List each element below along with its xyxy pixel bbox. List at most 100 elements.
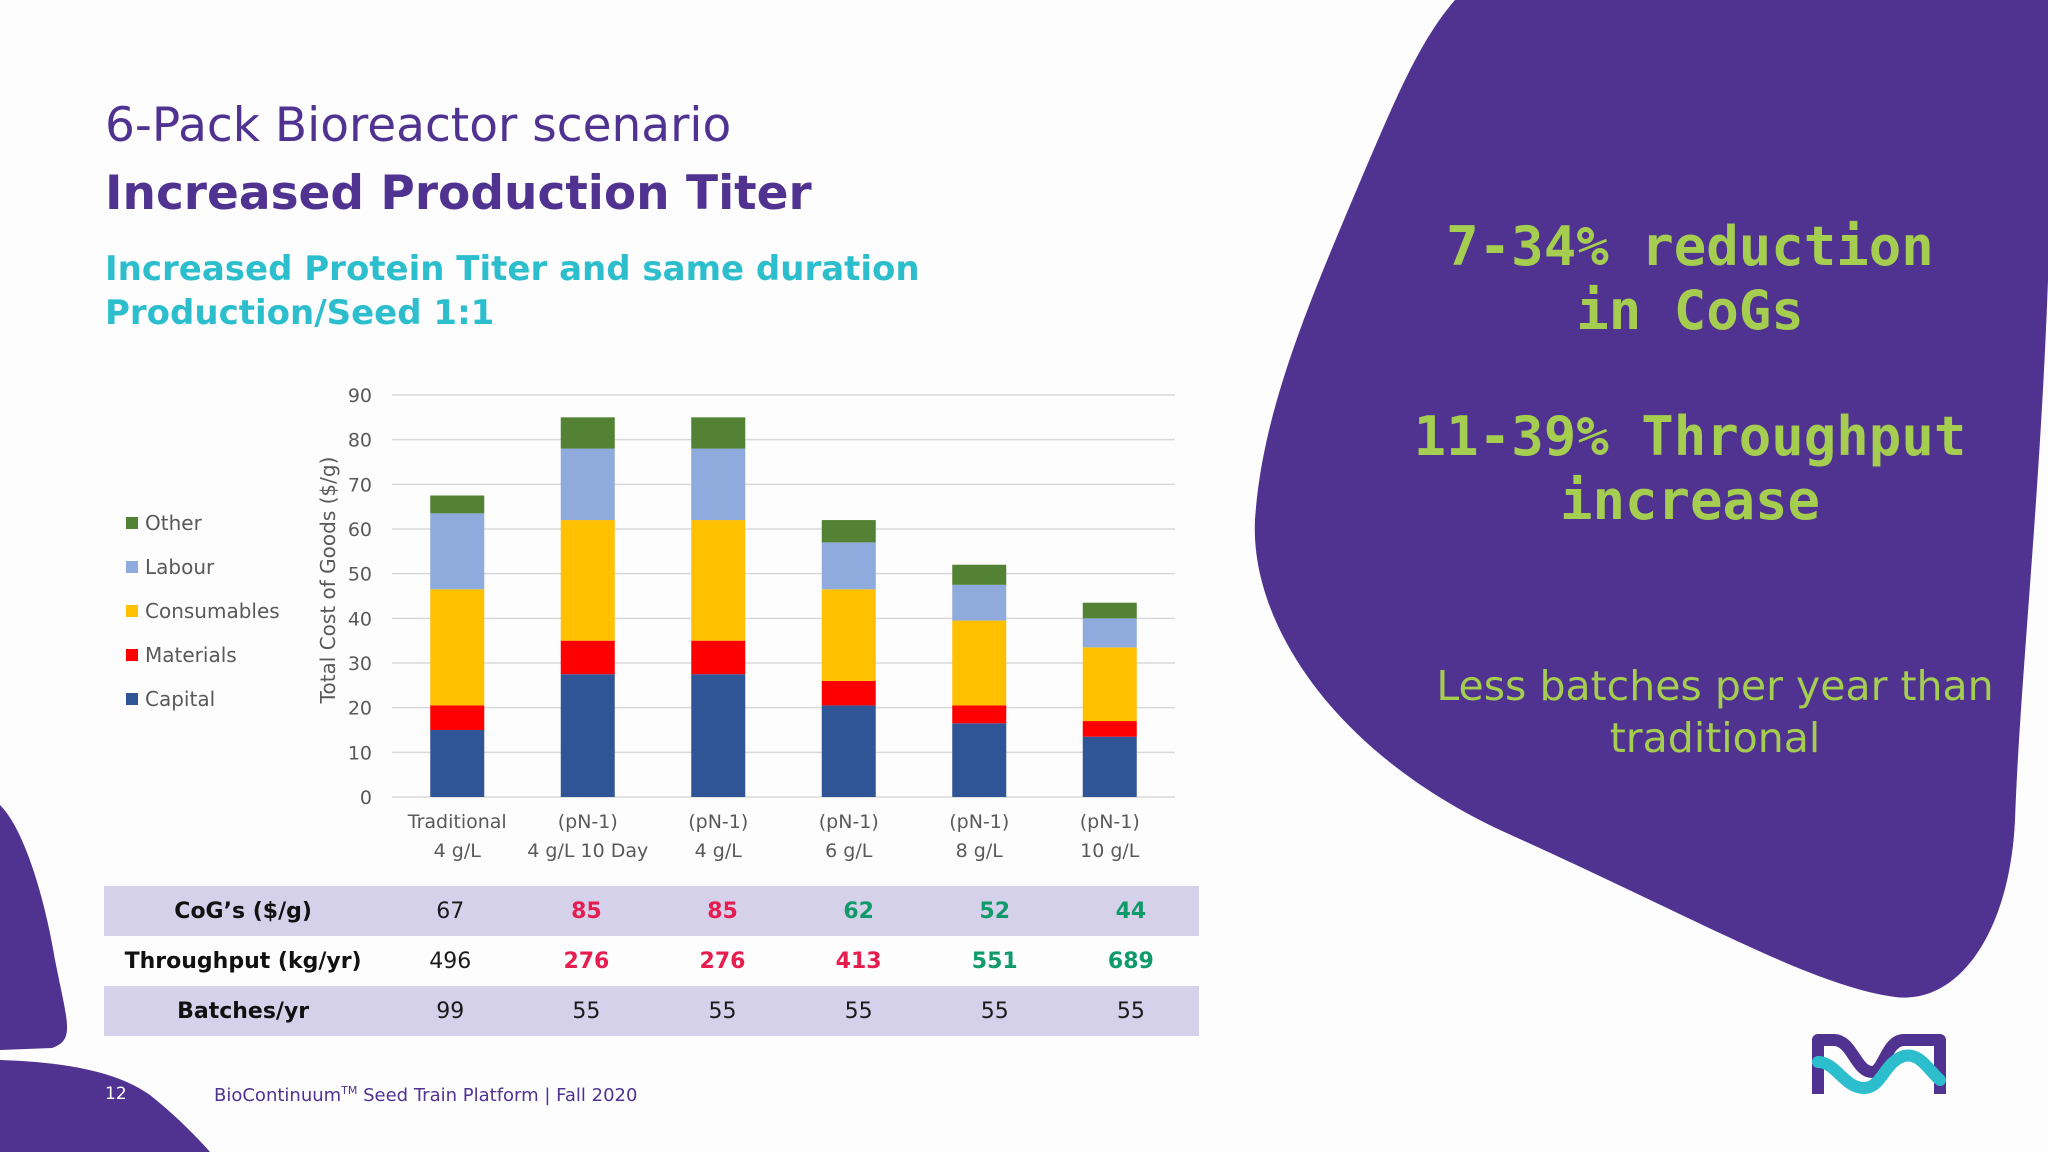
bar-segment-materials xyxy=(1082,721,1137,737)
bar-segment-materials xyxy=(821,680,876,706)
table-row-cogs: CoG’s ($/g) 67 85 85 62 52 44 xyxy=(104,886,1199,936)
y-tick-label: 50 xyxy=(348,564,372,586)
bar-segment-labour xyxy=(560,448,615,521)
results-table: CoG’s ($/g) 67 85 85 62 52 44 Throughput… xyxy=(104,886,1199,1036)
callout-line: Less batches per year than xyxy=(1436,662,1994,710)
legend-label: Materials xyxy=(145,643,237,667)
x-tick-label: Traditional xyxy=(407,811,507,833)
bar-segment-capital xyxy=(821,705,876,797)
table-cell: 55 xyxy=(1062,986,1199,1036)
bar-segment-other xyxy=(560,417,615,449)
bar-segment-capital xyxy=(430,730,485,797)
subtitle-line-2: Production/Seed 1:1 xyxy=(105,293,495,333)
y-tick-label: 90 xyxy=(348,385,372,407)
table-cell: 689 xyxy=(1107,948,1154,974)
bar-segment-capital xyxy=(691,674,746,797)
table-cell: 276 xyxy=(563,948,610,974)
y-tick-label: 0 xyxy=(360,787,372,809)
callout-line: in CoGs xyxy=(1576,279,1804,342)
bar-segment-capital xyxy=(560,674,615,797)
table-cell: 99 xyxy=(382,986,519,1036)
y-axis-label: Total Cost of Goods ($/g) xyxy=(316,457,340,705)
legend-label: Consumables xyxy=(145,599,280,623)
bar-segment-consumables xyxy=(821,589,876,681)
x-tick-label: 10 g/L xyxy=(1080,840,1140,862)
table-cell: 413 xyxy=(835,948,882,974)
table-row-throughput: Throughput (kg/yr) 496 276 276 413 551 6… xyxy=(104,936,1199,986)
table-cell: 52 xyxy=(926,886,1063,936)
bar-segment-other xyxy=(1082,602,1137,619)
y-tick-label: 20 xyxy=(348,698,372,720)
x-tick-label: 8 g/L xyxy=(956,840,1004,862)
throughput-callout: 11-39% Throughput increase xyxy=(1370,405,2010,533)
row-label: CoG’s ($/g) xyxy=(104,886,383,936)
page-number: 12 xyxy=(105,1084,127,1104)
legend-swatch xyxy=(126,605,138,617)
y-tick-label: 70 xyxy=(348,474,372,496)
table-cell: 496 xyxy=(429,948,472,974)
bar-segment-capital xyxy=(952,723,1007,797)
stacked-bar-chart: Other Labour Consumables Materials Capital 0… xyxy=(126,385,1175,862)
table-cell: 67 xyxy=(382,886,519,936)
x-tick-label: 4 g/L 10 Day xyxy=(527,840,648,862)
bar-segment-labour xyxy=(952,584,1007,621)
x-tick-label: 4 g/L xyxy=(695,840,743,862)
table-cell: 62 xyxy=(790,886,927,936)
row-label: Throughput (kg/yr) xyxy=(124,948,362,974)
callout-line: increase xyxy=(1559,469,1821,532)
company-logo-icon xyxy=(1812,1034,1946,1095)
legend-label: Labour xyxy=(145,555,215,579)
slide-title: 6-Pack Bioreactor scenario xyxy=(105,98,732,153)
y-tick-label: 80 xyxy=(348,430,372,452)
purple-blob-left xyxy=(0,805,68,1050)
x-tick-label: 4 g/L xyxy=(434,840,482,862)
bar-segment-labour xyxy=(430,513,485,590)
bar-segment-materials xyxy=(691,640,746,675)
y-axis: 0 10 20 30 40 50 60 70 80 90 xyxy=(348,385,372,809)
bar-segment-capital xyxy=(1082,736,1137,797)
chart-gridlines xyxy=(392,394,1175,798)
table-cell: 85 xyxy=(518,886,655,936)
bar-segment-other xyxy=(952,564,1007,585)
y-tick-label: 30 xyxy=(348,653,372,675)
chart-legend: Other Labour Consumables Materials Capital xyxy=(126,511,280,711)
row-label: Batches/yr xyxy=(104,986,383,1036)
bar-segment-other xyxy=(691,417,746,449)
table-cell: 276 xyxy=(699,948,746,974)
y-tick-label: 60 xyxy=(348,519,372,541)
bar-segment-labour xyxy=(1082,618,1137,648)
x-tick-label: (pN-1) xyxy=(688,811,748,833)
slide-heading: Increased Production Titer xyxy=(105,166,812,221)
bar-segment-labour xyxy=(691,448,746,521)
callout-line: traditional xyxy=(1609,714,1821,762)
table-row-batches: Batches/yr 99 55 55 55 55 55 xyxy=(104,986,1199,1036)
callout-line: 7-34% reduction xyxy=(1446,215,1934,278)
bar-segment-other xyxy=(821,520,876,543)
y-tick-label: 10 xyxy=(348,742,372,764)
bar-segment-consumables xyxy=(691,520,746,641)
bar-segment-labour xyxy=(821,542,876,590)
subtitle-line-1: Increased Protein Titer and same duratio… xyxy=(105,249,920,289)
table-cell: 551 xyxy=(971,948,1018,974)
table-cell: 44 xyxy=(1062,886,1199,936)
y-tick-label: 40 xyxy=(348,608,372,630)
x-tick-label: (pN-1) xyxy=(1080,811,1140,833)
x-tick-label: (pN-1) xyxy=(949,811,1009,833)
x-axis-labels: Traditional 4 g/L (pN-1) 4 g/L 10 Day (pN-1)… xyxy=(407,811,1140,862)
bar-segment-other xyxy=(430,495,485,514)
footer-trademark: TM xyxy=(341,1084,358,1097)
cogs-reduction-callout: 7-34% reduction in CoGs xyxy=(1395,215,1985,343)
bar-segment-consumables xyxy=(560,520,615,641)
bar-segment-consumables xyxy=(1082,647,1137,722)
table-cell: 55 xyxy=(926,986,1063,1036)
x-tick-label: (pN-1) xyxy=(819,811,879,833)
bar-segment-consumables xyxy=(430,589,485,706)
chart-bars xyxy=(430,417,1137,797)
bar-segment-materials xyxy=(952,705,1007,724)
table-cell: 55 xyxy=(654,986,791,1036)
purple-blob-bottom xyxy=(0,1060,210,1152)
slide-subtitle: Increased Protein Titer and same duratio… xyxy=(105,247,920,335)
bar-segment-materials xyxy=(560,640,615,675)
legend-swatch xyxy=(126,561,138,573)
